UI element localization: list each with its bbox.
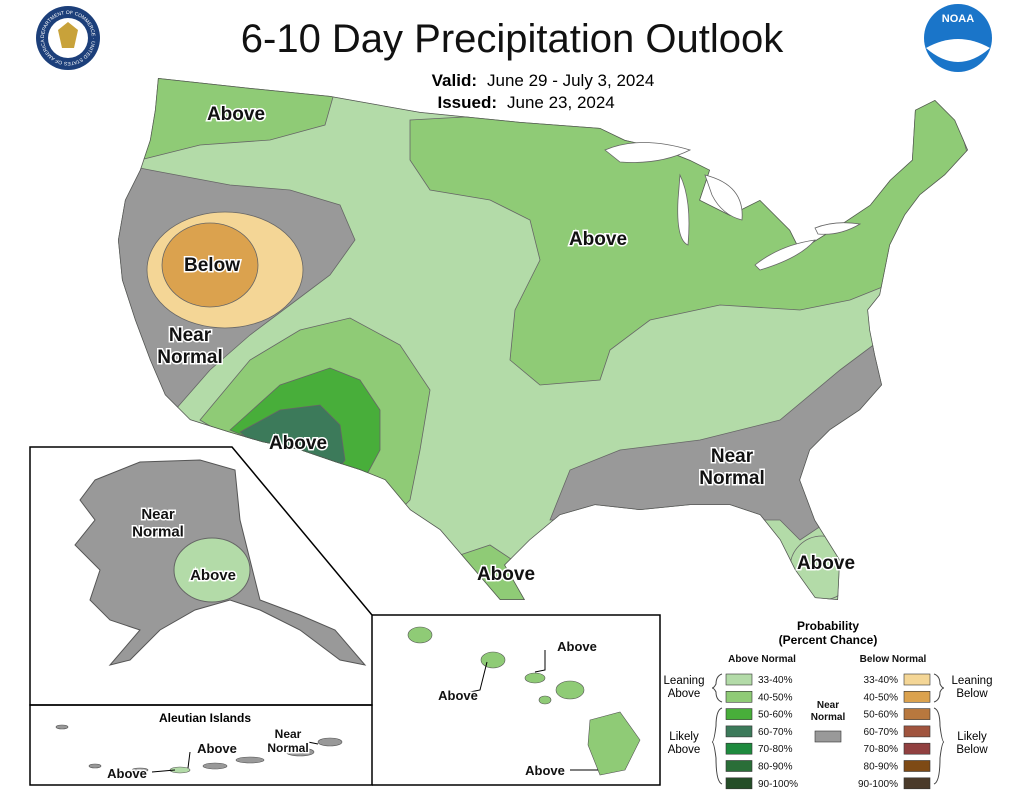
legend-range: 50-60% — [864, 710, 899, 721]
legend-group: Above — [668, 744, 701, 756]
legend-swatch — [903, 708, 931, 720]
legend-range: 70-80% — [864, 744, 899, 755]
region-label: Above — [477, 564, 535, 585]
legend-swatch — [725, 673, 753, 686]
legend-range: 90-100% — [858, 779, 898, 790]
legend-range: 60-70% — [864, 727, 899, 738]
alaska — [74, 459, 367, 666]
legend-swatch — [814, 730, 842, 743]
legend-heading: Above Normal — [728, 654, 796, 665]
region-label: Above — [569, 229, 627, 250]
legend-range: 40-50% — [864, 692, 899, 703]
region-label: Near — [141, 506, 175, 523]
region-label: Above — [197, 741, 237, 756]
region-label: Above — [797, 553, 855, 574]
legend-group: Above — [668, 688, 701, 700]
title: 6-10 Day Precipitation Outlook — [241, 17, 785, 61]
issued-label: Issued: — [437, 93, 497, 112]
region-label: Above — [557, 639, 597, 654]
legend-title: Probability — [797, 619, 859, 633]
valid-label: Valid: — [432, 71, 477, 90]
legend-group: Leaning — [664, 675, 705, 687]
region-label: Below — [184, 255, 240, 276]
region-label: Above — [190, 567, 236, 584]
legend-heading: Below Normal — [860, 654, 927, 665]
legend-swatch — [725, 725, 753, 738]
region-label: Near — [169, 325, 212, 346]
region-label: Normal — [157, 347, 222, 368]
region-label: Above — [207, 104, 265, 125]
legend-swatch — [903, 725, 931, 738]
noaa-logo: NOAA — [924, 4, 992, 72]
legend-swatch — [725, 742, 753, 755]
legend-near-normal: Normal — [811, 712, 846, 723]
region-label: Normal — [699, 468, 764, 489]
legend-range: 70-80% — [758, 744, 793, 755]
legend-swatch — [903, 690, 931, 703]
region-label: Normal — [267, 741, 308, 755]
legend-title: (Percent Chance) — [779, 633, 878, 647]
legend-group: Likely — [957, 731, 987, 743]
region-label: Normal — [132, 523, 184, 540]
legend-braces — [711, 673, 945, 785]
issued-date: June 23, 2024 — [507, 93, 615, 112]
legend-range: 33-40% — [864, 675, 899, 686]
legend-group: Leaning — [952, 675, 993, 687]
inset-frames — [29, 446, 661, 786]
legend-range: 80-90% — [864, 762, 899, 773]
region-label: Above — [107, 766, 147, 781]
legend-swatch — [725, 760, 753, 772]
commerce-seal: DEPARTMENT OF COMMERCE · UNITED STATES O… — [36, 6, 100, 70]
region-label: Near — [275, 727, 302, 741]
aleutians — [55, 724, 343, 774]
legend-swatch — [903, 742, 931, 755]
legend-swatch — [903, 760, 931, 772]
legend-swatch — [903, 673, 931, 686]
legend-range: 40-50% — [758, 692, 793, 703]
legend-range: 90-100% — [758, 779, 798, 790]
legend-range: 50-60% — [758, 710, 793, 721]
valid-date: June 29 - July 3, 2024 — [487, 71, 654, 90]
legend-range: 33-40% — [758, 675, 793, 686]
region-label: Above — [269, 433, 327, 454]
hawaii — [407, 626, 641, 776]
legend-group: Below — [956, 688, 988, 700]
legend-range: 60-70% — [758, 727, 793, 738]
legend-range: 80-90% — [758, 762, 793, 773]
aleutian-title: Aleutian Islands — [159, 711, 251, 725]
legend-swatch — [725, 690, 753, 703]
great-lakes — [604, 142, 862, 271]
region-label: Near — [711, 446, 754, 467]
legend-swatch — [725, 777, 753, 790]
region-label: Above — [525, 763, 565, 778]
legend-group: Likely — [669, 731, 699, 743]
legend-swatch — [903, 777, 931, 790]
noaa-text: NOAA — [942, 13, 974, 25]
leader-lines — [151, 650, 598, 773]
legend-swatch — [725, 708, 753, 720]
legend-near-normal: Near — [817, 700, 839, 711]
legend-group: Below — [956, 744, 988, 756]
region-label: Above — [438, 688, 478, 703]
